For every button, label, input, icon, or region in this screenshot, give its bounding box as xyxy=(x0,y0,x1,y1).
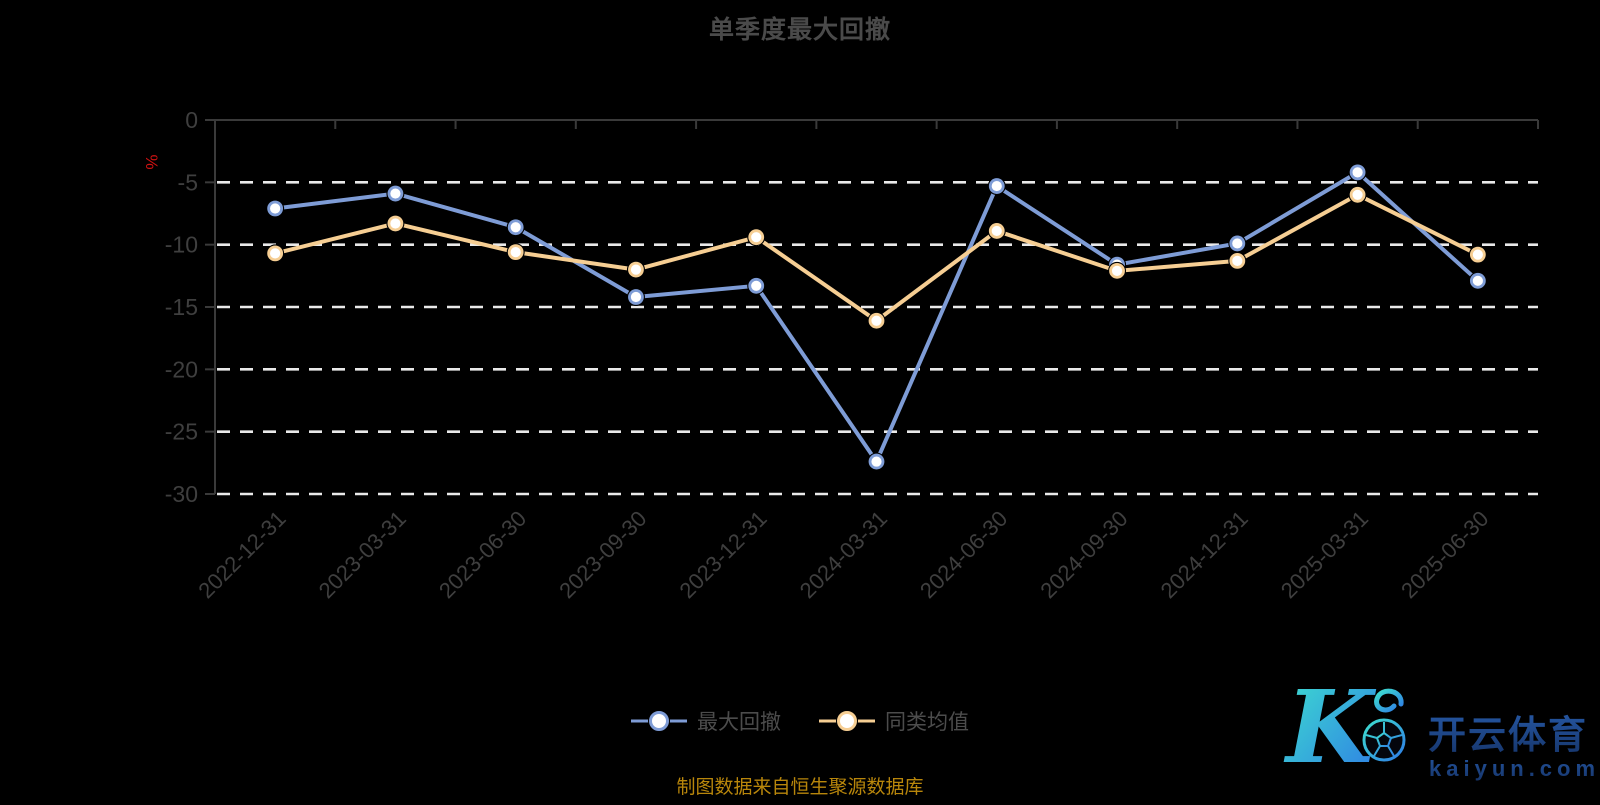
data-point-同类均值[interactable] xyxy=(507,244,524,261)
legend-label-category-average: 同类均值 xyxy=(885,711,969,734)
data-point-同类均值[interactable] xyxy=(628,261,644,278)
kaiyun-logo: K 开云体育 kaiyun.com xyxy=(1283,668,1600,786)
data-point-最大回撤[interactable] xyxy=(868,453,885,470)
x-axis-label: 2023-03-31 xyxy=(314,506,411,603)
kaiyun-watermark[interactable]: K 开云体育 kaiyun.com xyxy=(1280,666,1600,786)
x-axis-label: 2024-12-31 xyxy=(1156,506,1253,603)
y-axis-label: -15 xyxy=(165,294,198,320)
brand-domain: kaiyun.com xyxy=(1429,756,1600,781)
x-axis-label: 2025-03-31 xyxy=(1276,506,1373,603)
data-point-同类均值[interactable] xyxy=(988,223,1005,239)
x-axis-label: 2022-12-31 xyxy=(193,506,290,603)
data-point-同类均值[interactable] xyxy=(1229,252,1246,269)
data-point-最大回撤[interactable] xyxy=(267,200,284,217)
y-axis-label: -30 xyxy=(165,481,198,507)
data-point-同类均值[interactable] xyxy=(267,245,284,262)
x-axis-label: 2025-06-30 xyxy=(1396,506,1493,603)
data-point-同类均值[interactable] xyxy=(387,215,404,232)
chart-title: 单季度最大回撤 xyxy=(708,16,891,44)
x-axis-label: 2023-06-30 xyxy=(434,506,531,603)
data-point-同类均值[interactable] xyxy=(1469,246,1486,263)
y-axis-label: -10 xyxy=(165,232,198,258)
data-point-最大回撤[interactable] xyxy=(628,289,644,305)
series-line-同类均值 xyxy=(273,192,1480,323)
x-axis-label: 2023-09-30 xyxy=(554,506,651,603)
logo-k-glyph: K xyxy=(1283,668,1377,784)
legend-item-category-average[interactable]: 同类均值 xyxy=(819,706,969,736)
legend-item-max-drawdown[interactable]: 最大回撤 xyxy=(631,706,781,736)
y-axis-unit-label: % xyxy=(142,154,161,169)
data-point-最大回撤[interactable] xyxy=(748,277,765,294)
y-axis-label: 0 xyxy=(185,107,198,133)
x-axis-label: 2024-06-30 xyxy=(915,506,1012,603)
y-axis-label: -20 xyxy=(165,356,198,382)
legend-label-max-drawdown: 最大回撤 xyxy=(697,711,781,734)
data-point-最大回撤[interactable] xyxy=(507,219,524,236)
data-point-同类均值[interactable] xyxy=(868,312,885,329)
chart-legend: 最大回撤 同类均值 xyxy=(0,706,1600,736)
y-axis-label: -25 xyxy=(165,419,198,445)
data-point-最大回撤[interactable] xyxy=(988,178,1005,194)
data-point-最大回撤[interactable] xyxy=(1469,272,1486,289)
data-source-note: 制图数据来自恒生聚源数据库 xyxy=(676,777,924,798)
soccer-ball-icon xyxy=(1362,718,1406,762)
brand-name-cn: 开云体育 xyxy=(1428,715,1588,757)
data-point-同类均值[interactable] xyxy=(748,229,765,246)
logo-swirl-icon xyxy=(1374,688,1404,713)
data-point-最大回撤[interactable] xyxy=(387,185,404,202)
data-point-同类均值[interactable] xyxy=(1349,186,1366,203)
data-point-最大回撤[interactable] xyxy=(1229,235,1246,252)
x-axis-label: 2024-03-31 xyxy=(795,506,892,603)
legend-marker-category-average xyxy=(819,710,875,732)
x-axis-label: 2023-12-31 xyxy=(675,506,772,603)
legend-marker-max-drawdown xyxy=(631,710,687,732)
x-axis-label: 2024-09-30 xyxy=(1035,506,1132,603)
y-axis-label: -5 xyxy=(178,169,198,195)
data-point-同类均值[interactable] xyxy=(1109,262,1125,279)
data-point-最大回撤[interactable] xyxy=(1349,164,1366,181)
